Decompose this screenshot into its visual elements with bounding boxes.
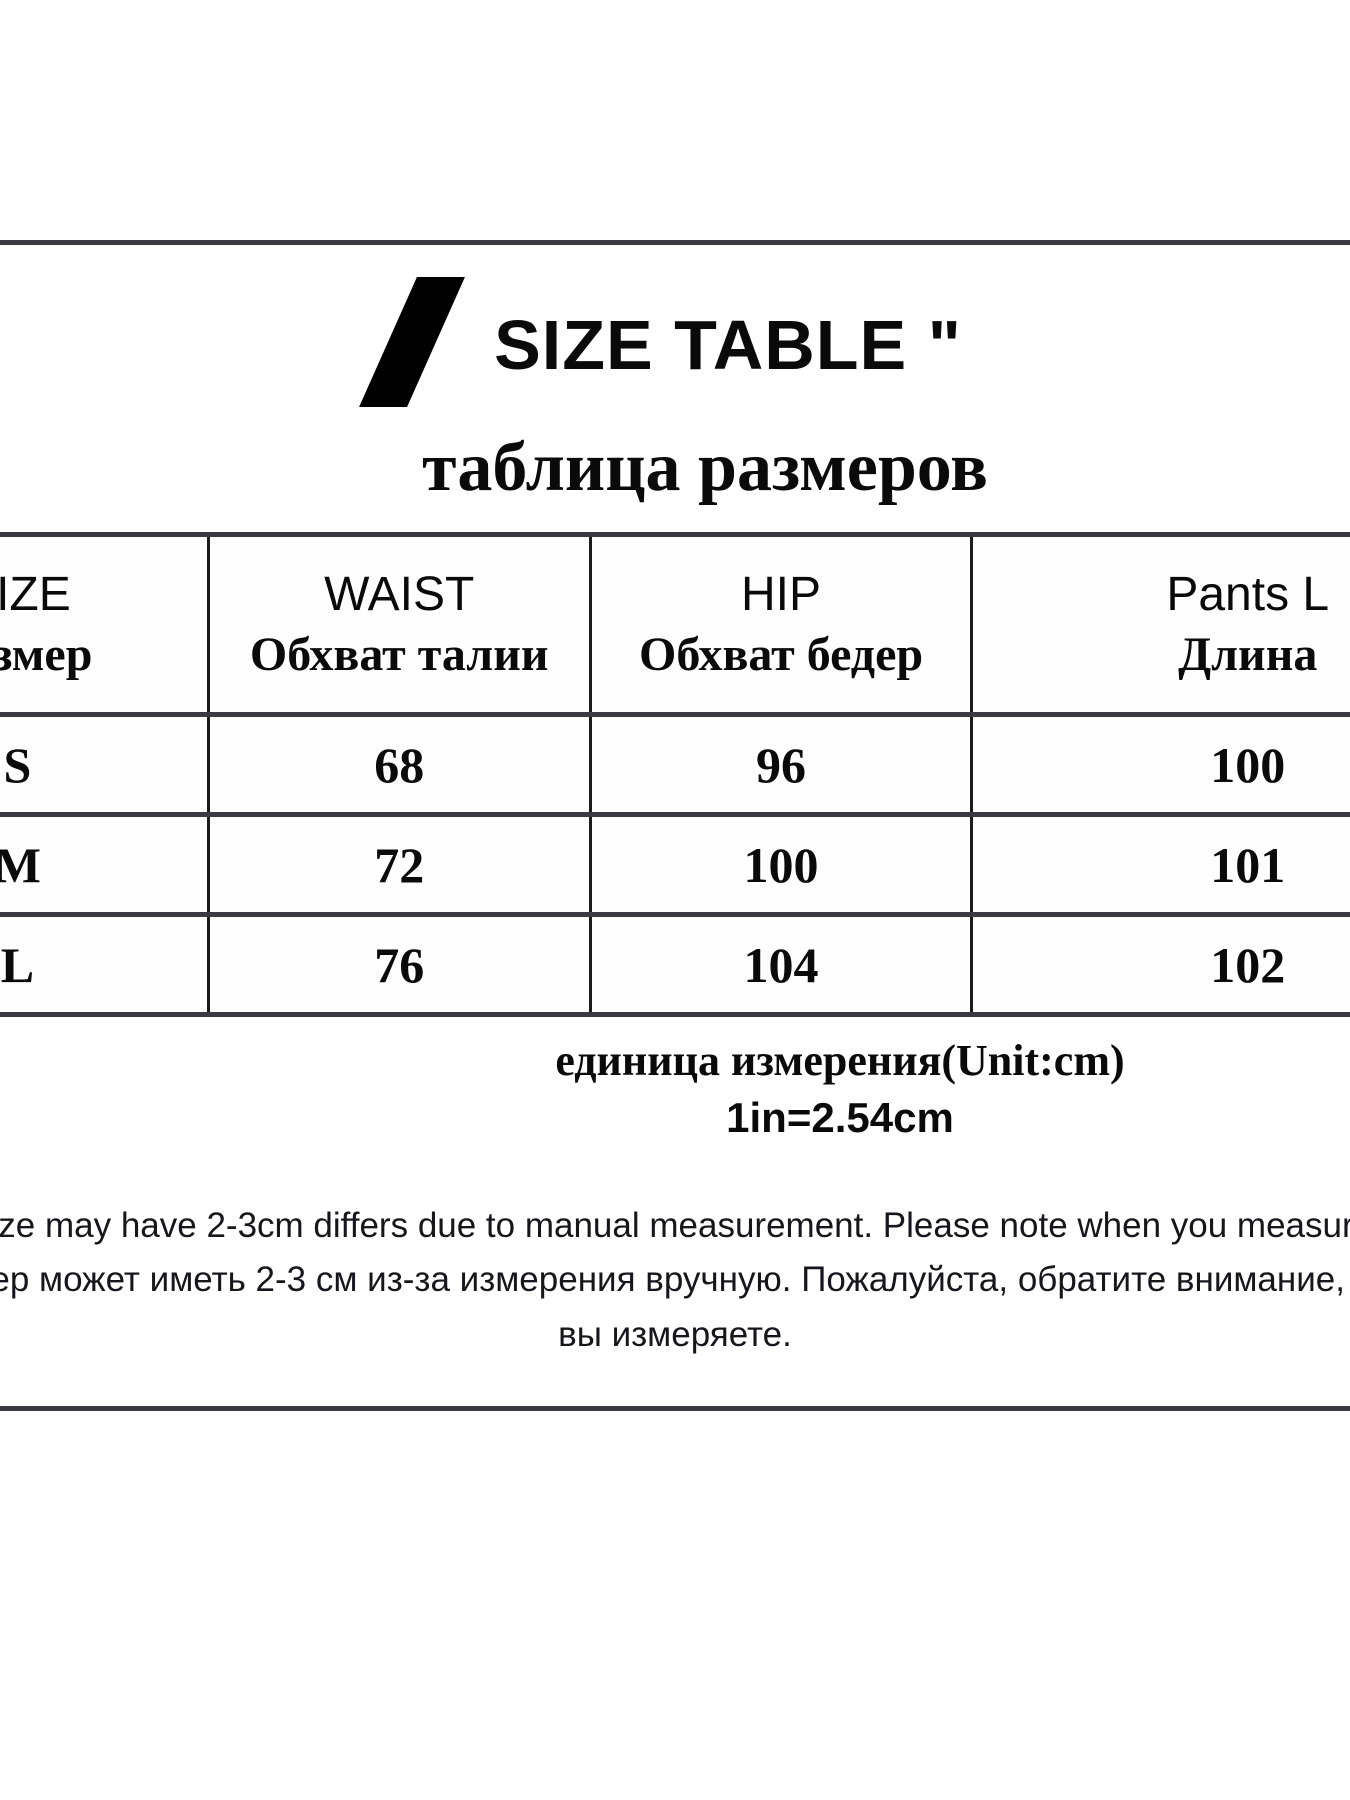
slash-mark-icon — [359, 277, 466, 407]
cell-pants-length: 100 — [970, 712, 1350, 817]
disclaimer-line-russian-2: вы измеряете. — [558, 1314, 792, 1354]
cell-waist: 76 — [206, 912, 592, 1017]
column-header-waist-en: WAIST — [324, 567, 475, 621]
cell-pants-length: 101 — [970, 812, 1350, 917]
cell-hip: 100 — [588, 812, 974, 917]
column-header-hip-ru: Обхват бедер — [638, 627, 924, 681]
column-header-waist-ru: Обхват талии — [249, 627, 549, 681]
title-english: SIZE TABLE " — [494, 306, 962, 384]
size-table: SIZE размер WAIST Обхват талии HIP Обхва… — [0, 532, 1350, 1017]
measurement-disclaimer: Size may have 2-3cm differs due to manua… — [0, 1147, 1350, 1396]
cell-hip: 104 — [588, 912, 974, 1017]
size-table-body: S 68 96 100 M 72 100 101 L 76 104 102 — [0, 712, 1350, 1017]
table-row: M 72 100 101 — [0, 812, 1350, 917]
title-russian: таблица размеров — [422, 429, 988, 506]
unit-note-line1: единица измерения(Unit:cm) — [555, 1036, 1125, 1085]
column-header-size-en: SIZE — [0, 567, 71, 621]
column-header-size: SIZE размер — [0, 532, 210, 717]
table-row: L 76 104 102 — [0, 912, 1350, 1017]
unit-note: единица измерения(Unit:cm) 1in=2.54cm — [0, 1017, 1350, 1147]
cell-size: L — [0, 912, 210, 1017]
cell-waist: 68 — [206, 712, 592, 817]
column-header-hip-en: HIP — [741, 567, 822, 621]
cell-hip: 96 — [588, 712, 974, 817]
disclaimer-line-english: Size may have 2-3cm differs due to manua… — [0, 1206, 1350, 1246]
column-header-pants-length-ru: Длина — [1178, 627, 1318, 681]
cell-size: S — [0, 712, 210, 817]
unit-note-line2: 1in=2.54cm — [726, 1094, 954, 1142]
column-header-size-ru: размер — [0, 627, 93, 681]
disclaimer-line-russian-1: Размер может иметь 2-3 см из-за измерени… — [0, 1260, 1350, 1300]
table-header-row: SIZE размер WAIST Обхват талии HIP Обхва… — [0, 532, 1350, 717]
cell-waist: 72 — [206, 812, 592, 917]
column-header-hip: HIP Обхват бедер — [588, 532, 974, 717]
title-row: SIZE TABLE " — [0, 277, 1350, 407]
column-header-pants-length-en: Pants L — [1166, 567, 1330, 621]
size-table-head: SIZE размер WAIST Обхват талии HIP Обхва… — [0, 532, 1350, 717]
column-header-waist: WAIST Обхват талии — [206, 532, 592, 717]
cell-pants-length: 102 — [970, 912, 1350, 1017]
column-header-pants-length: Pants L Длина — [970, 532, 1350, 717]
title-block: SIZE TABLE " таблица размеров — [0, 245, 1350, 514]
size-chart-graphic: SIZE TABLE " таблица размеров SIZE разме… — [0, 240, 1350, 1411]
table-row: S 68 96 100 — [0, 712, 1350, 817]
cell-size: M — [0, 812, 210, 917]
